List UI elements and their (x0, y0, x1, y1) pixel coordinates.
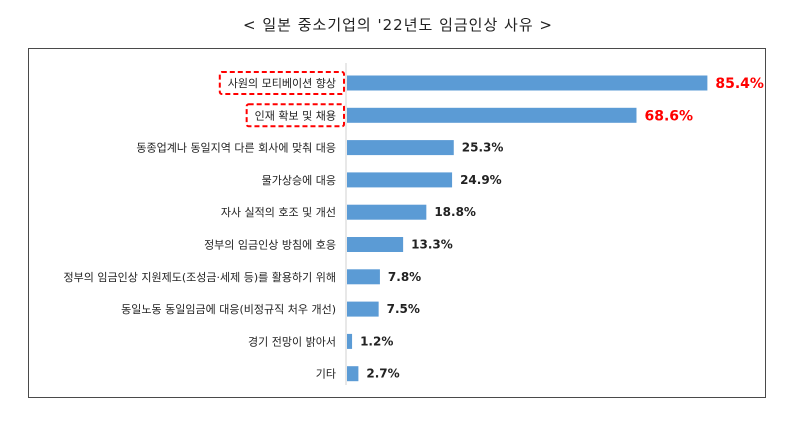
bar (347, 237, 404, 252)
value-label: 85.4% (715, 76, 764, 92)
value-label: 13.3% (411, 238, 453, 252)
value-label: 24.9% (460, 173, 502, 187)
bar (347, 172, 453, 188)
value-label: 1.2% (360, 334, 393, 348)
value-label: 2.7% (366, 367, 399, 381)
chart-title: < 일본 중소기업의 '22년도 임금인상 사유 > (243, 16, 553, 34)
bar (347, 301, 379, 317)
category-label: 경기 전망이 밝아서 (248, 335, 336, 348)
category-label: 자사 실적의 호조 및 개선 (221, 206, 336, 219)
value-labels: 85.4% 68.6% 25.3% 24.9% 18.8% 13.3% 7.8% 7.5% 1.… (360, 76, 764, 381)
category-label: 정부의 임금인상 방침에 호응 (204, 239, 336, 252)
bar (347, 107, 637, 123)
value-label: 18.8% (434, 205, 476, 219)
value-label: 7.8% (388, 270, 421, 284)
bar (347, 75, 708, 91)
bar (347, 366, 359, 382)
category-label: 물가상승에 대응 (262, 174, 336, 187)
bar (347, 204, 427, 220)
value-label: 25.3% (462, 141, 504, 155)
bar (347, 333, 353, 349)
category-label: 정부의 임금인상 지원제도(조성금·세제 등)를 활용하기 위해 (64, 270, 336, 284)
value-label: 7.5% (387, 302, 420, 316)
category-label: 동일노동 동일임금에 대응(비정규직 처우 개선) (121, 302, 336, 316)
category-label: 동종업계나 동일지역 다른 회사에 맞춰 대응 (136, 141, 336, 155)
bars (347, 75, 708, 382)
bar (347, 269, 380, 285)
value-label: 68.6% (644, 108, 693, 124)
highlight-boxes (218, 71, 345, 128)
category-label: 사원의 모티베이션 향상 (228, 77, 336, 90)
category-label: 기타 (316, 368, 336, 381)
category-label: 인재 확보 및 채용 (255, 109, 336, 122)
bar (347, 140, 454, 156)
highlight-box (218, 71, 345, 95)
highlight-box (245, 103, 345, 128)
